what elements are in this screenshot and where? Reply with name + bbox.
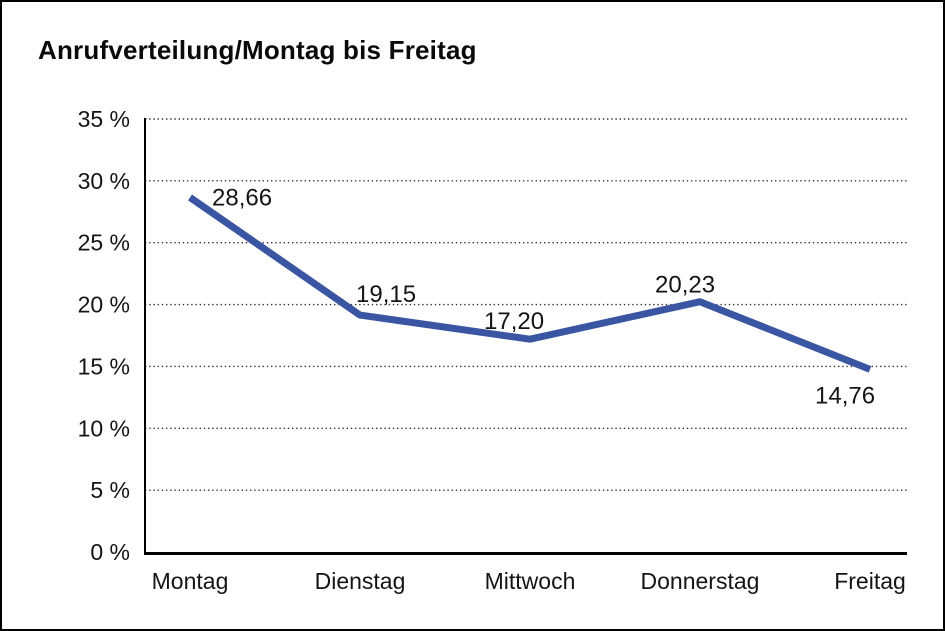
x-tick-label: Dienstag xyxy=(315,568,406,594)
x-tick-label: Freitag xyxy=(834,568,906,594)
y-tick-label: 30 % xyxy=(78,168,130,194)
x-tick-label: Montag xyxy=(152,568,229,594)
y-tick-label: 0 % xyxy=(90,539,130,565)
series-line xyxy=(188,194,872,373)
y-tick-label: 10 % xyxy=(78,415,130,441)
y-tick-label: 25 % xyxy=(78,230,130,256)
x-tick-label: Mittwoch xyxy=(485,568,576,594)
y-tick-label: 35 % xyxy=(78,106,130,132)
y-tick-label: 5 % xyxy=(90,477,130,503)
data-point-label: 14,76 xyxy=(815,382,875,409)
chart-title: Anrufverteilung/Montag bis Freitag xyxy=(38,35,477,65)
x-tick-label: Donnerstag xyxy=(641,568,760,594)
y-tick-label: 15 % xyxy=(78,353,130,379)
y-tick-label: 20 % xyxy=(78,292,130,318)
data-point-label: 19,15 xyxy=(356,281,416,308)
data-point-label: 28,66 xyxy=(212,184,272,211)
data-point-label: 17,20 xyxy=(484,308,544,335)
data-point-label: 20,23 xyxy=(655,272,715,299)
